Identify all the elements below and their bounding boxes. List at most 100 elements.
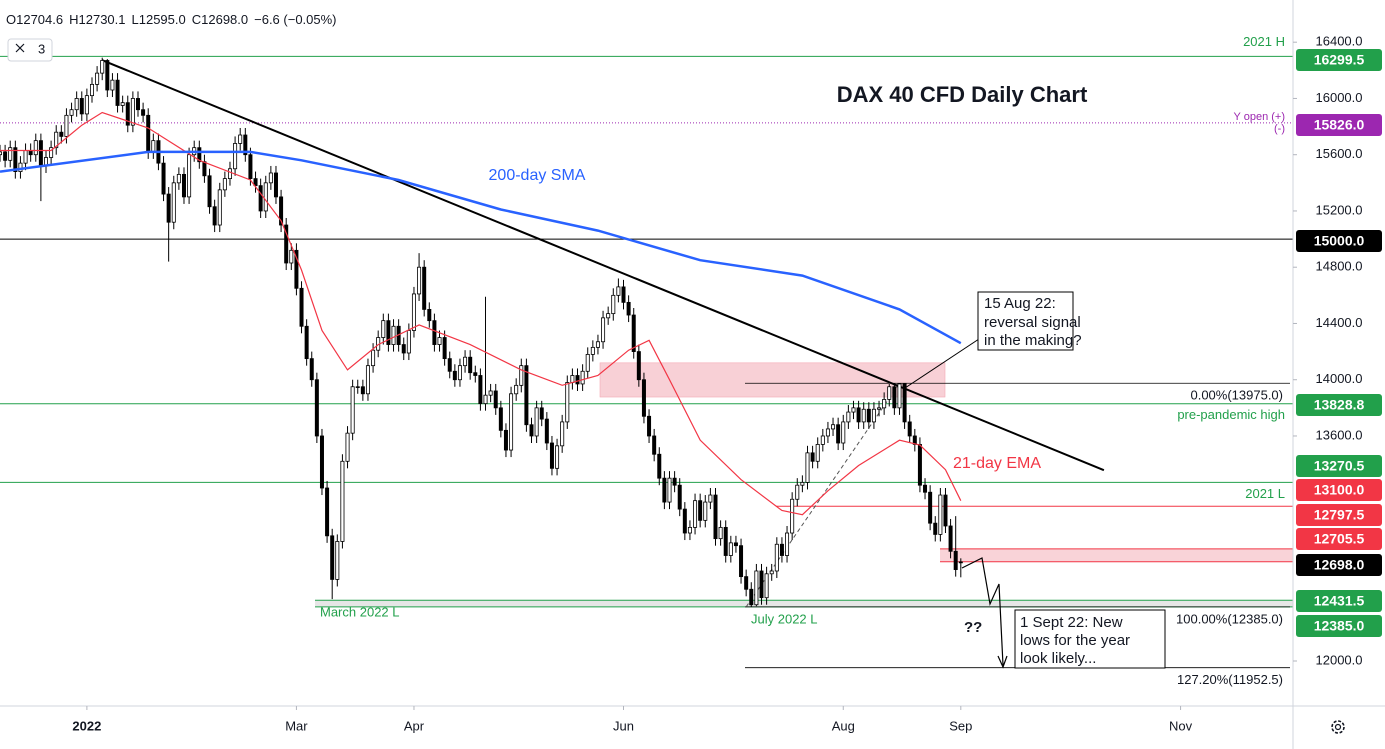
july-low-label: July 2022 L: [751, 611, 818, 626]
candle-body: [309, 358, 314, 381]
candle-body: [713, 494, 718, 540]
candle-body: [89, 83, 94, 97]
callout-box: [977, 291, 1074, 351]
header-value: O12704.6: [6, 12, 63, 27]
price-label-box: [1296, 114, 1382, 136]
candle-body: [105, 60, 110, 91]
candle-body: [222, 178, 227, 191]
candle-body: [836, 424, 841, 444]
candle-body: [897, 383, 902, 409]
level-zone: [315, 600, 1293, 607]
candle-body: [544, 418, 549, 444]
candle-body: [769, 570, 774, 575]
candle-body: [146, 114, 151, 153]
candle-body: [503, 429, 508, 451]
candle-body: [166, 193, 171, 223]
candle-body: [570, 375, 575, 383]
price-label-box: [1296, 479, 1382, 501]
candle-body: [289, 249, 294, 264]
candle-body: [887, 386, 892, 400]
settings-button[interactable]: [1331, 720, 1345, 734]
candle-body: [595, 341, 600, 348]
candle-body: [846, 411, 851, 423]
level-note: pre-pandemic high: [1177, 407, 1285, 422]
candle-body: [130, 98, 135, 126]
candle-body: [49, 147, 54, 158]
price-label: 13270.5: [1314, 458, 1365, 474]
chart-title: DAX 40 CFD Daily Chart: [837, 82, 1088, 107]
candle-body: [125, 102, 130, 126]
candle-body: [785, 532, 790, 556]
candle-body: [360, 386, 365, 395]
candle-body: [401, 344, 406, 354]
x-tick-label: Nov: [1169, 718, 1193, 733]
candle-body: [350, 386, 355, 434]
candle-body: [330, 535, 335, 580]
price-label: 12797.5: [1314, 507, 1365, 523]
candle-body: [739, 545, 744, 578]
candle-body: [28, 150, 33, 156]
candle-body: [74, 98, 79, 111]
callout-text: look likely...: [1020, 650, 1096, 667]
price-label: 16299.5: [1314, 52, 1365, 68]
candle-body: [115, 79, 120, 106]
candle-body: [958, 561, 963, 564]
candle-body: [64, 114, 69, 137]
level-zone: [940, 548, 1293, 562]
candle-body: [151, 140, 156, 153]
candle-body: [601, 317, 606, 343]
candle-body: [841, 421, 846, 444]
candle-body: [917, 444, 922, 486]
candle-body: [427, 309, 432, 322]
candle-body: [861, 408, 866, 423]
candle-body: [708, 494, 713, 503]
candle-body: [943, 494, 948, 527]
candle-body: [928, 491, 933, 524]
indicator-toggle[interactable]: 3: [7, 38, 53, 62]
candle-body: [258, 185, 263, 212]
candle-body: [18, 162, 23, 172]
candle-body: [411, 293, 416, 331]
candle-body: [851, 407, 856, 413]
candle-body: [325, 487, 330, 537]
candle-body: [437, 337, 442, 345]
y-tick-label: 14800.0: [1316, 259, 1363, 274]
candle-body: [238, 134, 243, 144]
price-label: 15826.0: [1314, 117, 1365, 133]
candle-body: [953, 550, 958, 570]
candle-body: [69, 109, 74, 116]
candle-body: [284, 224, 289, 264]
candle-body: [677, 484, 682, 510]
trendline: [101, 59, 1105, 472]
candle-body: [335, 541, 340, 580]
price-label: 12431.5: [1314, 593, 1365, 609]
candle-body: [227, 168, 232, 180]
header-value: L12595.0: [132, 12, 186, 27]
candle-body: [493, 390, 498, 409]
candle-body: [207, 175, 212, 208]
candle-body: [882, 399, 887, 409]
candle-body: [273, 172, 278, 198]
x-tick-label: Jun: [613, 718, 634, 733]
candle-body: [831, 424, 836, 430]
price-label-box: [1296, 49, 1382, 71]
candle-body: [652, 435, 657, 455]
candle-body: [406, 330, 411, 354]
candle-body: [636, 351, 641, 381]
price-label: 15000.0: [1314, 233, 1365, 249]
price-label-box: [1296, 455, 1382, 477]
candle-body: [764, 573, 769, 599]
candle-body: [509, 393, 514, 451]
y-tick-label: 14400.0: [1316, 315, 1363, 330]
candle-body: [580, 370, 585, 385]
candle-body: [667, 477, 672, 503]
candle-body: [728, 542, 733, 556]
candle-body: [23, 150, 28, 164]
sma-label: 200-day SMA: [489, 167, 586, 184]
candle-body: [647, 415, 652, 437]
candle-body: [135, 98, 140, 111]
candle-body: [933, 522, 938, 535]
level-note: (-): [1274, 123, 1285, 135]
callout-text: reversal signal: [984, 314, 1081, 331]
candle-body: [294, 249, 299, 289]
